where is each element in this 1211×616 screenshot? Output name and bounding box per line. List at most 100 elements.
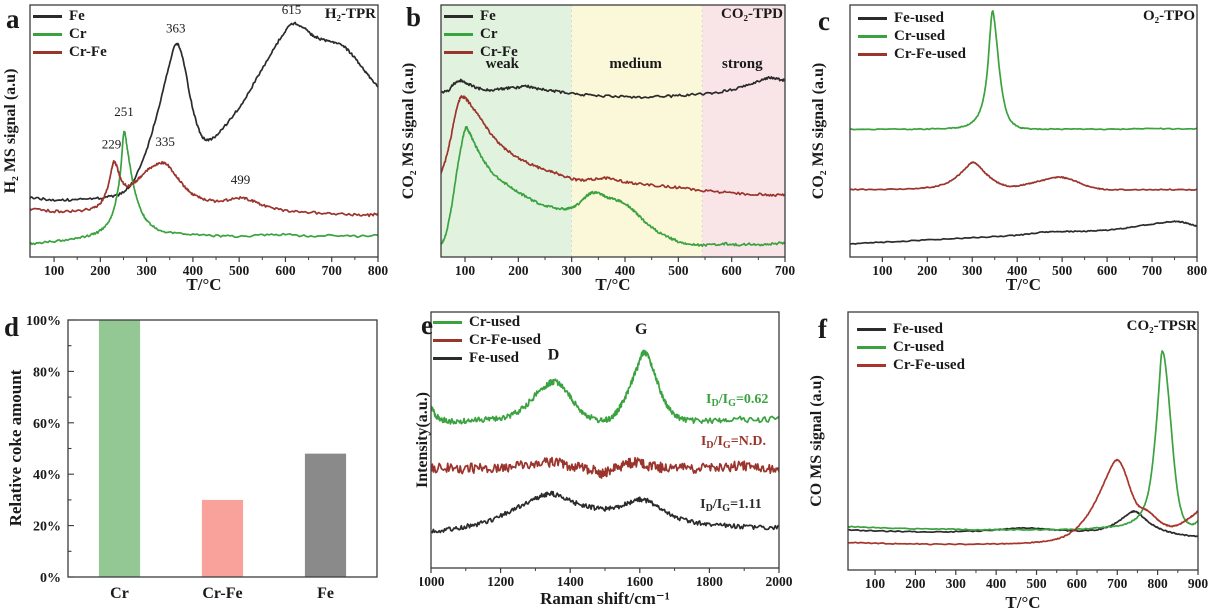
legend-label: Cr-Fe [69, 44, 107, 60]
x-tick-label: 800 [1187, 263, 1208, 278]
region-label-strong: strong [722, 56, 763, 72]
x-axis-label-b: T/°C [595, 275, 631, 294]
region-weak [441, 5, 572, 257]
panel-d: 0% 20% 40% 60% 80% 100% Cr Cr-Fe Fe d Relative c… [0, 300, 420, 616]
panel-e: 1000 1200 1400 1600 1800 2000 D G ID/IG=0.62 ID/I… [414, 300, 820, 616]
x-tick-label: 200 [905, 576, 926, 591]
axes-box [29, 4, 379, 258]
x-tick-label: 600 [1097, 263, 1118, 278]
bar-Cr [98, 320, 141, 577]
y-tick-label: 60% [33, 417, 61, 432]
legend-e: Cr-used Cr-Fe-used Fe-used [433, 313, 541, 367]
x-axis-label-c: T/°C [1005, 275, 1042, 294]
series-Cr-used [848, 350, 1198, 532]
region-medium [571, 5, 703, 257]
legend-item: Fe-used [433, 349, 541, 367]
x-tick-label: 1600 [626, 574, 653, 589]
x-tick-label: 700 [322, 263, 343, 278]
legend-label: Cr-Fe-used [469, 332, 541, 348]
x-tick-label: 200 [508, 263, 529, 278]
legend-label: Cr-Fe-used [893, 357, 965, 373]
panel-letter-e: e [421, 310, 433, 340]
x-tick-label: 600 [1067, 576, 1088, 591]
series-group [30, 21, 378, 246]
x-tick-label: 400 [986, 576, 1007, 591]
technique-title-b: CO₂-TPD [721, 6, 783, 22]
legend-line-swatch [33, 14, 62, 18]
annotation: D [548, 346, 560, 363]
series-Cr-Fe-used [850, 161, 1197, 192]
y-axis-label-f: CO MS signal (a.u) [808, 375, 825, 507]
legend-label: Cr-Fe-used [894, 46, 966, 62]
y-tick-label: 40% [33, 468, 61, 483]
panel-letter-d: d [4, 312, 20, 342]
axes-box [849, 4, 1198, 258]
x-tick-label: 600 [722, 263, 743, 278]
series-Fe [441, 75, 785, 100]
y-axis-label-b: CO₂ MS signal (a.u) [400, 62, 417, 200]
legend-item: Fe [33, 7, 107, 25]
x-tick-label: 400 [615, 263, 636, 278]
series-Cr-used [431, 349, 779, 425]
region-label-weak: weak [486, 56, 520, 72]
x-tick-label: 1200 [487, 574, 514, 589]
legend-line-swatch [858, 34, 887, 38]
annotation: 229 [102, 137, 122, 152]
legend-f: Fe-used Cr-used Cr-Fe-used [857, 320, 965, 374]
legend-line-swatch [857, 363, 886, 367]
panel-a: 100 200 300 400 500 600 700 800 229 251 335 363 499 6… [0, 0, 400, 300]
x-tick-label: 500 [229, 263, 250, 278]
annotation: 251 [114, 104, 134, 119]
legend-label: Cr-used [469, 314, 521, 330]
x-axis-label-e: Raman shift/cm⁻¹ [540, 589, 670, 608]
x-tick-label: 100 [865, 576, 886, 591]
series-group [431, 349, 779, 534]
axes-box [440, 4, 786, 258]
x-tick-label: 400 [183, 263, 204, 278]
series-group [848, 350, 1198, 546]
panel-c: 100 200 300 400 500 600 700 800 c CO₂ MS signal… [810, 0, 1211, 300]
series-Fe-used [850, 220, 1197, 245]
x-tick-label: 200 [917, 263, 938, 278]
bar-Cr-Fe [201, 499, 244, 577]
technique-title-c: O₂-TPO [1143, 8, 1195, 24]
technique-title-a: H₂-TPR [324, 6, 376, 22]
legend-label: Fe [69, 8, 85, 24]
legend-item: Cr-used [857, 338, 965, 356]
legend-c: Fe-used Cr-used Cr-Fe-used [858, 9, 966, 63]
legend-line-swatch [33, 32, 62, 36]
legend-line-swatch [33, 50, 62, 54]
panel-letter-f: f [818, 314, 827, 344]
series-group [850, 10, 1197, 245]
technique-title-f: CO₂-TPSR [1126, 318, 1197, 334]
x-tick-label: 1400 [557, 574, 584, 589]
legend-line-swatch [444, 50, 473, 54]
series-Cr-Fe-used [848, 458, 1198, 546]
axes-box [847, 311, 1199, 571]
legend-label: Cr [480, 26, 498, 42]
y-axis-label-c: CO₂ MS signal (a.u) [810, 62, 827, 200]
chart-e: 1000 1200 1400 1600 1800 2000 D G ID/IG=0.62 ID/I… [420, 311, 793, 589]
bar-Fe [304, 453, 347, 577]
legend-label: Fe-used [469, 350, 519, 366]
legend-item: Cr [33, 25, 107, 43]
y-axis-label-e: Intensity(a.u.) [414, 392, 431, 489]
y-tick-label: 100% [26, 314, 61, 329]
legend-line-swatch [858, 16, 887, 20]
series-Fe-used [431, 490, 779, 534]
legend-line-swatch [433, 338, 462, 342]
legend-label: Cr [69, 26, 87, 42]
annotation: 499 [231, 172, 251, 187]
x-tick-label: 1800 [696, 574, 723, 589]
x-tick-label: 1000 [420, 574, 445, 589]
x-tick-label: 300 [962, 263, 983, 278]
x-tick-label: 300 [946, 576, 967, 591]
x-tick-label: 600 [275, 263, 296, 278]
panel-letter-a: a [6, 4, 20, 34]
x-tick-label: 800 [1148, 576, 1169, 591]
x-tick-label: 700 [1142, 263, 1163, 278]
series-Cr-Fe-used [431, 456, 779, 479]
chart-a: 100 200 300 400 500 600 700 800 229 251 335 363 499 6… [29, 2, 388, 278]
legend-item: Fe [444, 7, 518, 25]
